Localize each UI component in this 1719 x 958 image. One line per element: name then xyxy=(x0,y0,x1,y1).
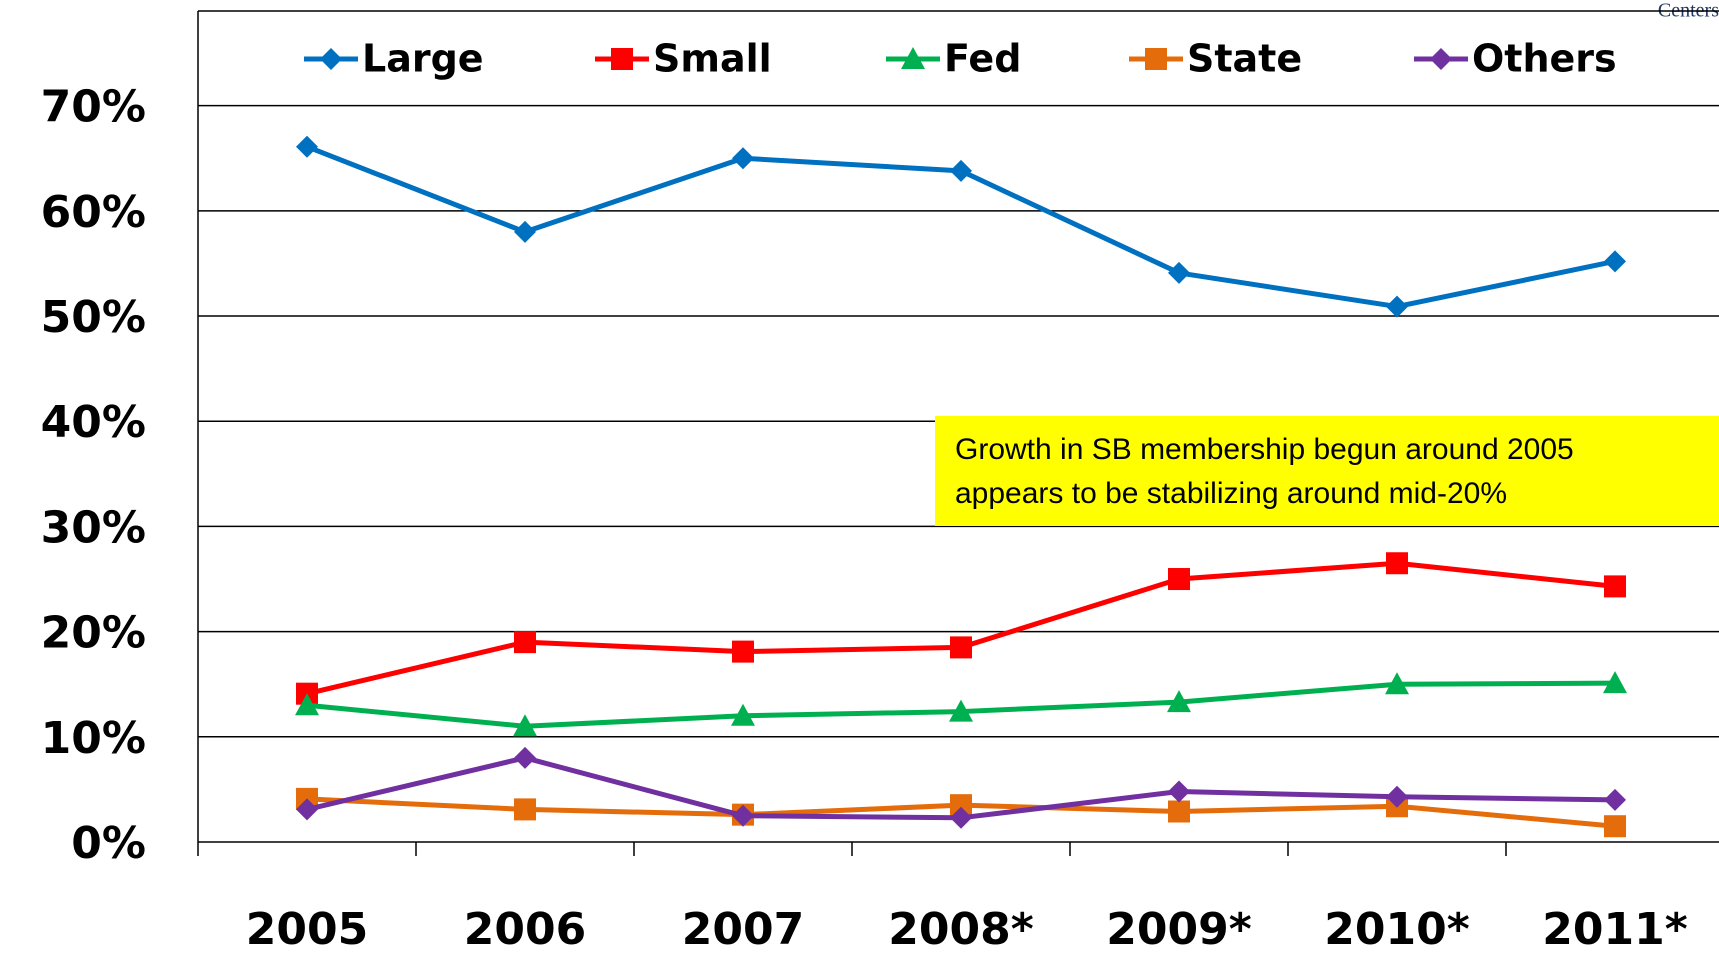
data-point xyxy=(513,714,537,737)
y-tick-label: 30% xyxy=(41,502,146,553)
data-point xyxy=(731,703,755,726)
data-point xyxy=(1168,800,1190,823)
data-point xyxy=(1386,552,1408,575)
data-point xyxy=(295,693,319,716)
y-tick-label: 70% xyxy=(41,82,146,133)
legend-marker xyxy=(901,47,925,69)
y-tick-label: 40% xyxy=(41,397,146,448)
x-tick-label: 2011* xyxy=(1542,904,1687,954)
data-point xyxy=(1604,815,1626,838)
legend-marker xyxy=(611,48,633,70)
data-point xyxy=(514,220,536,243)
y-tick-label: 60% xyxy=(41,187,146,238)
data-point xyxy=(1386,785,1408,808)
data-point xyxy=(1168,568,1190,591)
data-point xyxy=(296,798,318,821)
data-point xyxy=(950,806,972,829)
data-point xyxy=(296,135,318,158)
x-tick-label: 2008* xyxy=(888,904,1033,954)
data-point xyxy=(1603,671,1627,694)
data-point xyxy=(1604,250,1626,273)
data-point xyxy=(1168,261,1190,284)
data-point xyxy=(950,636,972,659)
data-point xyxy=(1385,672,1409,695)
y-tick-label: 50% xyxy=(41,292,146,343)
data-point xyxy=(1167,690,1191,713)
data-point xyxy=(732,147,754,170)
annotation-box xyxy=(935,416,1719,526)
data-point xyxy=(732,640,754,663)
data-point xyxy=(1386,295,1408,318)
data-point xyxy=(949,699,973,722)
y-tick-label: 10% xyxy=(41,713,146,764)
legend-marker xyxy=(1430,48,1452,70)
annotation-text: appears to be stabilizing around mid-20% xyxy=(955,477,1507,510)
legend-marker xyxy=(320,48,342,70)
x-tick-label: 2009* xyxy=(1106,904,1251,954)
x-tick-label: 2007 xyxy=(682,904,804,954)
legend-label: Large xyxy=(362,37,484,81)
data-point xyxy=(514,631,536,654)
data-point xyxy=(950,159,972,182)
annotation-text: Growth in SB membership begun around 200… xyxy=(955,433,1574,466)
legend-marker xyxy=(1145,48,1167,70)
data-point xyxy=(1604,575,1626,598)
data-point xyxy=(1168,780,1190,803)
x-tick-label: 2010* xyxy=(1324,904,1469,954)
legend-label: Fed xyxy=(944,37,1021,81)
data-point xyxy=(514,746,536,769)
y-tick-label: 0% xyxy=(71,818,146,869)
data-point xyxy=(514,798,536,821)
legend-label: Others xyxy=(1472,37,1617,81)
data-point xyxy=(732,804,754,827)
legend-label: State xyxy=(1187,37,1302,81)
data-point xyxy=(1604,788,1626,811)
series-line xyxy=(306,560,1616,697)
legend-label: Small xyxy=(653,37,772,81)
y-tick-label: 20% xyxy=(41,608,146,659)
x-tick-label: 2006 xyxy=(464,904,586,954)
data-point xyxy=(950,794,972,817)
x-tick-label: 2005 xyxy=(246,904,368,954)
